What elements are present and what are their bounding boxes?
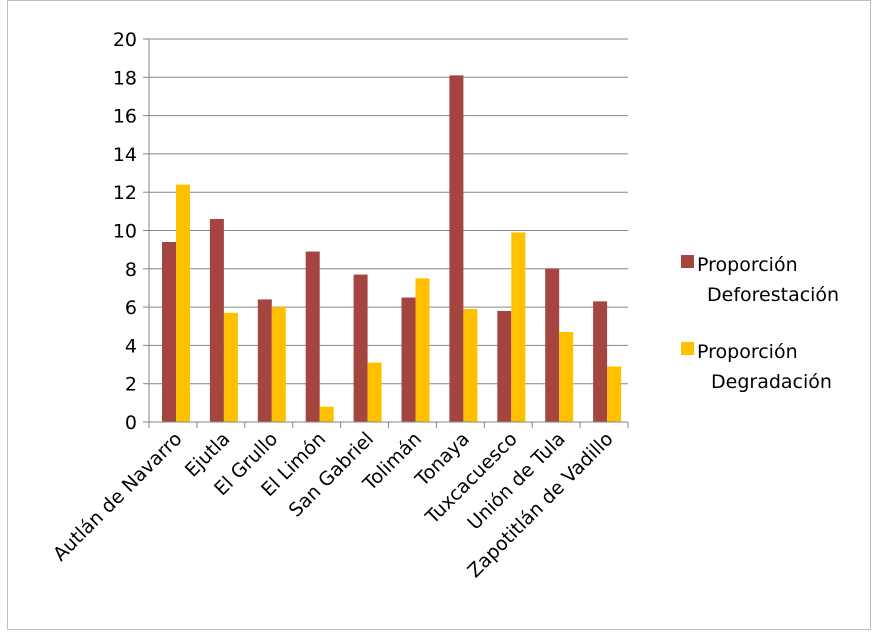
axes <box>143 38 629 428</box>
bar-deforestacion <box>305 251 320 422</box>
y-tick-label: 8 <box>125 259 137 281</box>
y-tick-label: 12 <box>113 182 137 204</box>
legend: Proporción Deforestación Proporción Degrada… <box>681 254 839 393</box>
bar-degradacion <box>176 184 190 422</box>
legend-label-degradacion: Proporción Degradación <box>697 341 832 393</box>
bar-degradacion <box>319 406 334 422</box>
bar-deforestacion <box>162 241 176 422</box>
chart-frame: 0 2 4 6 8 10 12 14 16 18 20 Autlán de Navarro Ejutl… <box>7 0 871 630</box>
bar-deforestacion <box>545 268 560 422</box>
bar-degradacion <box>223 312 238 422</box>
bars <box>162 75 622 422</box>
bar-deforestacion <box>257 299 272 422</box>
y-tick-label: 2 <box>125 374 137 396</box>
y-tick-labels: 0 2 4 6 8 10 12 14 16 18 20 <box>113 29 137 434</box>
bar-degradacion <box>511 232 526 422</box>
y-tick-label: 20 <box>113 29 137 51</box>
bar-degradacion <box>559 331 574 422</box>
bar-deforestacion <box>209 219 224 422</box>
y-tick-label: 10 <box>113 221 137 243</box>
y-tick-label: 18 <box>113 67 137 89</box>
y-tick-label: 0 <box>125 412 137 434</box>
bar-deforestacion <box>593 301 608 422</box>
y-tick-label: 6 <box>125 297 137 319</box>
bar-deforestacion <box>401 297 416 422</box>
x-tick-label: Autlán de Navarro <box>49 428 187 566</box>
legend-label-deforestacion: Proporción Deforestación <box>697 254 839 306</box>
y-tick-label: 4 <box>125 335 137 357</box>
bar-chart: 0 2 4 6 8 10 12 14 16 18 20 Autlán de NavarroEjutl… <box>49 29 839 582</box>
bar-deforestacion <box>353 274 368 422</box>
legend-swatch-degradacion <box>681 342 694 355</box>
y-tick-label: 14 <box>113 144 137 166</box>
bar-degradacion <box>607 366 622 422</box>
bar-degradacion <box>367 362 382 422</box>
bar-degradacion <box>463 309 478 422</box>
bar-deforestacion <box>497 310 512 422</box>
legend-swatch-deforestacion <box>681 255 694 268</box>
bar-degradacion <box>271 307 286 422</box>
bar-deforestacion <box>449 75 464 422</box>
y-tick-label: 16 <box>113 106 137 128</box>
bar-degradacion <box>415 278 430 422</box>
